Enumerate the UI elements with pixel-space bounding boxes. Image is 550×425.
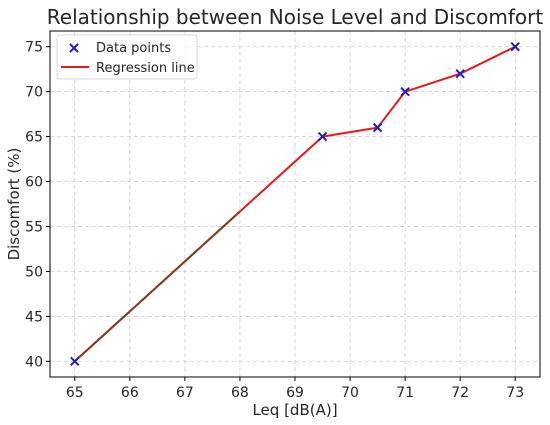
data-point	[455, 68, 465, 79]
x-axis-label: Leq [dB(A)]	[252, 401, 337, 419]
y-tick-label: 55	[25, 219, 43, 235]
legend-x-marker-icon	[69, 43, 79, 53]
x-tick-label: 73	[506, 385, 524, 401]
y-tick-label: 75	[25, 40, 43, 56]
data-point	[70, 356, 80, 366]
y-tick-label: 60	[25, 175, 43, 191]
data-point	[400, 86, 410, 97]
y-tick-label: 45	[25, 309, 43, 325]
data-point	[510, 42, 520, 52]
legend-label-regression-line: Regression line	[96, 61, 195, 76]
y-tick-label: 70	[25, 85, 43, 101]
x-tick-label: 71	[396, 385, 414, 401]
y-tick-label: 40	[25, 354, 43, 370]
legend-box	[56, 34, 198, 80]
regression-line	[74, 45, 516, 363]
x-tick-label: 70	[341, 385, 359, 401]
data-point-stroke	[317, 131, 328, 142]
x-tick-label: 72	[451, 385, 469, 401]
data-point-stroke	[70, 356, 80, 366]
chart-title: Relationship between Noise Level and Dis…	[47, 5, 544, 29]
data-point-stroke	[400, 86, 410, 97]
x-tick-label: 67	[176, 385, 194, 401]
data-point-stroke	[455, 68, 465, 79]
data-point-stroke	[510, 42, 520, 52]
x-tick-label: 69	[286, 385, 304, 401]
data-point-stroke	[372, 122, 383, 133]
legend-x-stroke	[69, 43, 79, 53]
y-axis-label: Discomfort (%)	[5, 148, 23, 261]
x-tick-label: 65	[66, 385, 84, 401]
overlay-line-segment	[74, 210, 241, 363]
legend-label-data-points: Data points	[96, 41, 171, 56]
grid-lines	[50, 31, 540, 377]
data-points-layer	[70, 42, 520, 366]
x-tick-label: 66	[121, 385, 139, 401]
x-tick-label: 68	[231, 385, 249, 401]
y-tick-label: 50	[25, 264, 43, 280]
data-point	[317, 131, 328, 142]
data-point	[372, 122, 383, 133]
axis-ticks: 65 66 67 68 69 70 71 72 73 40 45 50 55 60 65 70 75	[25, 40, 524, 401]
y-tick-label: 65	[25, 130, 43, 146]
legend: Data points Regression line	[56, 34, 198, 80]
regression-line-layer	[74, 45, 516, 363]
